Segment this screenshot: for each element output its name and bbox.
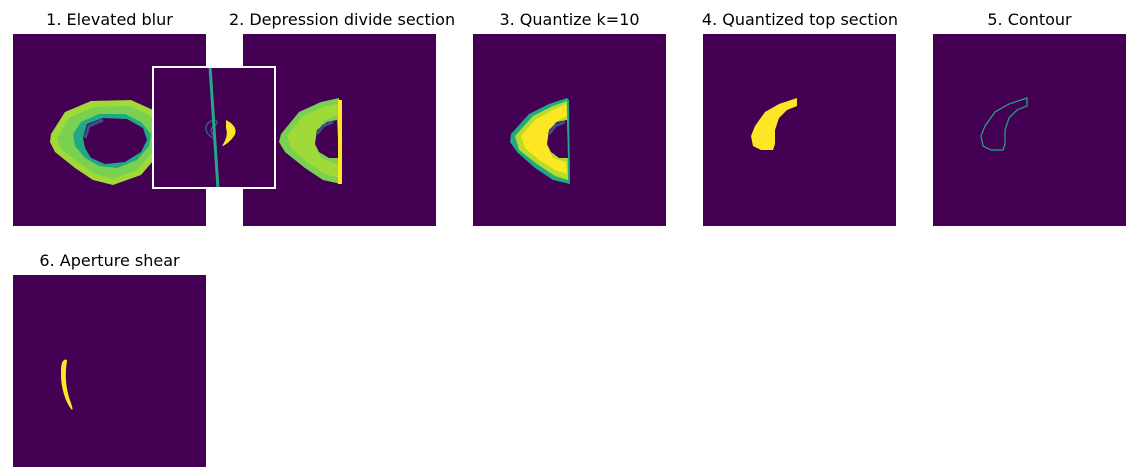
panel-3-background — [473, 34, 666, 226]
panel-5-background — [933, 34, 1126, 226]
panel-1-hole-edge — [83, 118, 104, 139]
panel-5-contour — [933, 34, 1126, 226]
panel-3-image — [473, 34, 666, 226]
panel-3-title: 3. Quantize k=10 — [499, 10, 640, 29]
panel-3-quantize — [473, 34, 666, 226]
panel-5-title: 5. Contour — [987, 10, 1072, 29]
panel-5-contour-line — [980, 97, 1028, 151]
inset-image — [152, 66, 276, 189]
panel-3-hole-edge — [547, 120, 566, 135]
panel-5-image — [933, 34, 1126, 226]
panel-2-hole-edge — [315, 120, 334, 135]
panel-4-image — [703, 34, 896, 226]
panel-6-aperture-shear — [13, 275, 206, 467]
panel-3-level-yellow — [521, 104, 567, 174]
inset-zoom — [152, 66, 276, 189]
panel-6-shear-crescent — [61, 359, 73, 410]
inset-border — [152, 66, 276, 189]
panel-6-title: 6. Aperture shear — [39, 251, 180, 270]
panel-4-title: 4. Quantized top section — [701, 10, 899, 29]
inset-divider-line — [208, 66, 220, 189]
panel-2-divide-edge — [338, 100, 342, 184]
panel-4-background — [703, 34, 896, 226]
inset-yellow-shape — [222, 120, 236, 146]
panel-6-image — [13, 275, 206, 467]
panel-1-title: 1. Elevated blur — [46, 10, 173, 29]
panel-6-background — [13, 275, 206, 467]
panel-2-left-wing-mid — [287, 104, 340, 178]
panel-4-top-section-shape — [751, 98, 797, 150]
panel-4-quantized-top — [703, 34, 896, 226]
panel-2-title: 2. Depression divide section — [229, 10, 456, 29]
panel-1-blur-hole — [83, 118, 147, 164]
